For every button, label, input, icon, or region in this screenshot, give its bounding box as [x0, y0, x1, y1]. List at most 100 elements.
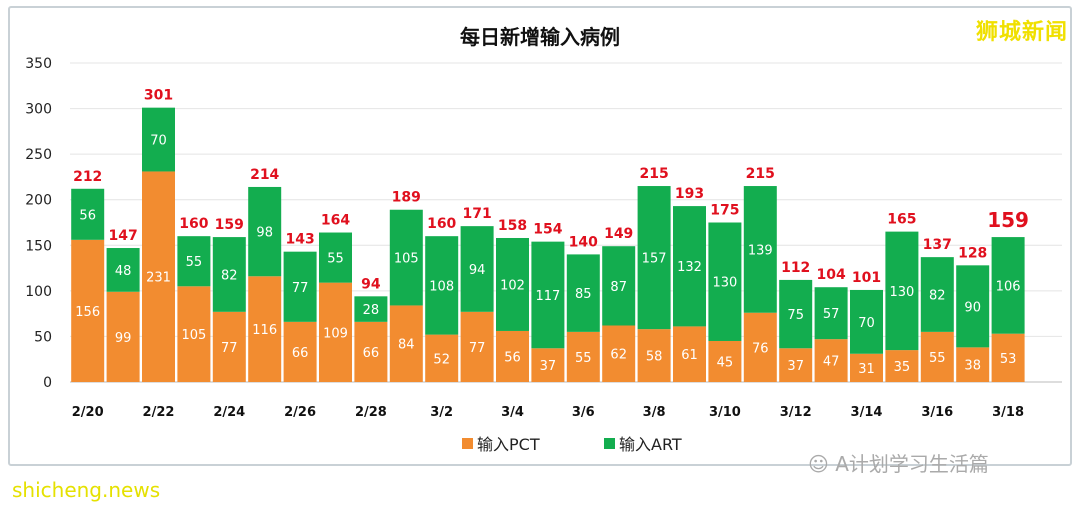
- bar-pct: [106, 291, 140, 382]
- bar-pct: [602, 325, 636, 382]
- pct-value-label: 35: [894, 360, 911, 375]
- total-value-label: 215: [639, 166, 668, 182]
- x-tick-label: 3/16: [921, 405, 953, 420]
- bar-pct: [496, 330, 529, 382]
- x-tick-label: 2/22: [143, 405, 175, 420]
- art-value-label: 85: [575, 287, 592, 302]
- art-value-label: 106: [996, 279, 1021, 294]
- bar-pct: [566, 331, 600, 382]
- bar-art: [389, 209, 423, 306]
- y-tick-label: 0: [43, 375, 52, 391]
- bar-pct: [71, 239, 105, 382]
- total-value-label: 160: [179, 216, 208, 232]
- pct-value-label: 105: [181, 328, 206, 343]
- art-value-label: 48: [115, 264, 132, 279]
- bar-art: [920, 257, 954, 332]
- bar-art: [673, 206, 706, 327]
- chart-title: 每日新增输入病例: [460, 25, 620, 49]
- art-value-label: 102: [500, 278, 525, 293]
- bar-art: [991, 237, 1025, 334]
- pct-value-label: 61: [681, 348, 698, 363]
- bar-art: [814, 287, 848, 340]
- x-tick-label: 3/8: [643, 405, 666, 420]
- x-tick-label: 2/28: [355, 405, 387, 420]
- art-value-label: 70: [858, 316, 875, 331]
- total-value-label: 159: [215, 217, 244, 233]
- art-value-label: 70: [150, 134, 167, 149]
- total-value-label: 137: [923, 237, 952, 253]
- pct-value-label: 53: [1000, 352, 1017, 367]
- x-tick-label: 3/10: [709, 405, 741, 420]
- bar-art: [779, 279, 813, 349]
- art-value-label: 132: [677, 260, 702, 275]
- x-tick-label: 2/20: [72, 405, 104, 420]
- y-tick-label: 100: [25, 284, 52, 300]
- pct-value-label: 37: [540, 359, 557, 374]
- bar-art: [885, 231, 919, 351]
- total-value-label: 214: [250, 167, 279, 183]
- bar-art: [106, 248, 140, 292]
- legend-swatch: [462, 438, 473, 449]
- art-value-label: 77: [292, 281, 309, 296]
- x-tick-label: 3/2: [430, 405, 453, 420]
- x-tick-label: 3/6: [572, 405, 595, 420]
- pct-value-label: 56: [504, 350, 521, 365]
- bar-pct: [354, 321, 388, 382]
- bar-pct: [779, 348, 813, 382]
- art-value-label: 55: [186, 255, 203, 270]
- bar-art: [566, 254, 600, 332]
- legend-swatch: [604, 438, 615, 449]
- total-value-label: 171: [462, 206, 491, 222]
- bar-pct: [389, 305, 423, 382]
- total-value-label: 149: [604, 226, 633, 242]
- total-value-label: 212: [73, 169, 102, 185]
- pct-value-label: 55: [575, 351, 592, 366]
- bar-art: [637, 186, 671, 330]
- bar-pct: [673, 326, 706, 382]
- pct-value-label: 231: [146, 271, 171, 286]
- art-value-label: 139: [748, 243, 773, 258]
- total-value-label: 301: [144, 88, 173, 104]
- total-value-label: 94: [361, 276, 381, 292]
- total-value-label: 165: [887, 212, 916, 228]
- chart-frame: [8, 6, 1072, 466]
- total-value-label: 193: [675, 186, 704, 202]
- bar-pct: [177, 286, 211, 382]
- legend-label: 输入PCT: [477, 435, 540, 454]
- art-value-label: 55: [327, 252, 344, 267]
- bar-art: [602, 246, 636, 326]
- total-value-label: 104: [816, 267, 845, 283]
- bar-pct: [531, 348, 565, 382]
- bar-art: [319, 232, 352, 283]
- bar-art: [460, 226, 494, 312]
- x-tick-label: 2/26: [284, 405, 316, 420]
- pct-value-label: 62: [610, 348, 627, 363]
- y-tick-label: 350: [25, 56, 52, 72]
- bar-pct: [248, 276, 282, 382]
- x-tick-label: 2/24: [213, 405, 245, 420]
- pct-value-label: 66: [292, 346, 309, 361]
- pct-value-label: 156: [75, 305, 100, 320]
- legend-label: 输入ART: [619, 435, 682, 454]
- bar-pct: [850, 353, 883, 382]
- total-value-label: 160: [427, 216, 456, 232]
- wechat-icon: ☺: [808, 452, 829, 476]
- pct-value-label: 77: [469, 341, 486, 356]
- pct-value-label: 47: [823, 355, 840, 370]
- total-value-label: 158: [498, 218, 527, 234]
- bar-art: [496, 237, 529, 331]
- art-value-label: 98: [256, 226, 273, 241]
- x-tick-label: 3/4: [501, 405, 524, 420]
- total-value-label: 164: [321, 213, 350, 229]
- total-value-label: 189: [392, 190, 421, 206]
- x-tick-label: 3/18: [992, 405, 1024, 420]
- art-value-label: 157: [642, 252, 667, 267]
- y-tick-label: 150: [25, 238, 52, 254]
- wechat-account: A计划学习生活篇: [835, 452, 989, 476]
- bar-pct: [319, 282, 352, 382]
- bar-pct: [142, 171, 175, 382]
- bar-art: [248, 186, 282, 277]
- bar-pct: [460, 311, 494, 382]
- bar-pct: [885, 350, 919, 382]
